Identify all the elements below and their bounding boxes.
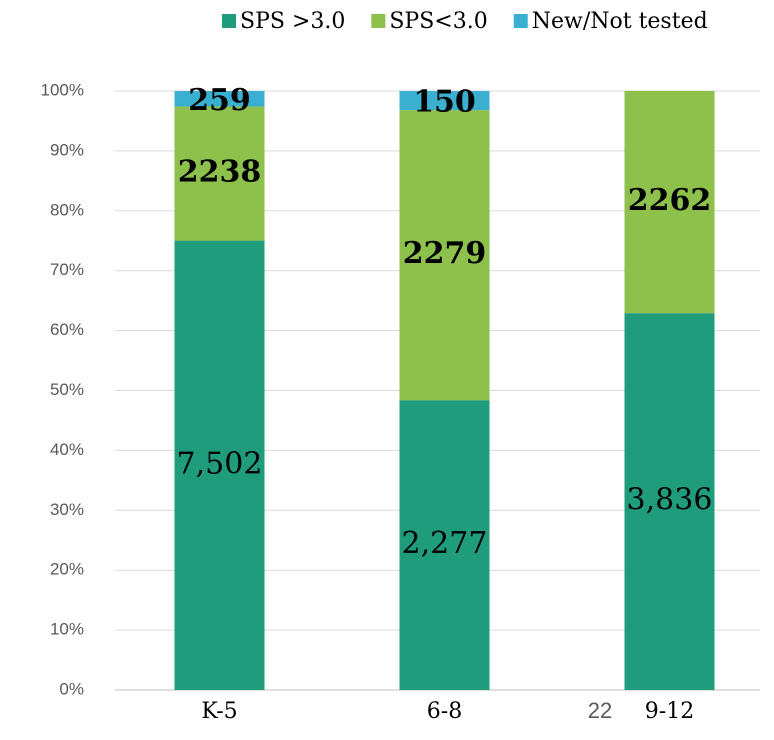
y-tick-label: 0% (59, 679, 84, 698)
data-label: 259 (188, 83, 251, 118)
data-label: 2262 (628, 183, 712, 218)
bar-segment (624, 91, 715, 314)
x-tick-label: K-5 (201, 699, 237, 724)
legend-swatch (513, 14, 528, 28)
legend-swatch (222, 14, 236, 28)
y-tick-label: 50% (50, 380, 84, 399)
bar-segment (174, 240, 265, 690)
legend-swatch (371, 14, 386, 28)
x-tick-label: 9-12 (645, 699, 694, 724)
y-tick-label: 10% (50, 620, 84, 639)
y-tick-label: 30% (50, 500, 84, 519)
bar-segment (174, 91, 265, 107)
y-tick-label: 70% (50, 260, 84, 279)
y-tick-label: 90% (50, 140, 84, 159)
data-label: 150 (413, 85, 476, 120)
y-tick-label: 100% (41, 80, 84, 99)
legend-label: New/Not tested (532, 9, 708, 34)
y-tick-label: 60% (50, 320, 84, 339)
data-label: 7,502 (177, 446, 263, 481)
bar-segment (399, 400, 490, 690)
data-label: 2,277 (402, 526, 488, 561)
y-tick-label: 20% (50, 560, 84, 579)
legend-label: SPS >3.0 (240, 9, 345, 34)
bar-segment (399, 91, 490, 111)
bar-segment (399, 110, 490, 401)
data-label: 3,836 (627, 483, 713, 518)
x-tick-label: 6-8 (427, 699, 462, 724)
legend-label: SPS<3.0 (389, 9, 487, 34)
y-tick-label: 40% (50, 440, 84, 459)
data-label: 2279 (403, 236, 487, 271)
bar-segment (174, 106, 265, 241)
bar-segment (624, 313, 715, 690)
y-tick-label: 80% (50, 200, 84, 219)
data-label: 2238 (178, 155, 262, 190)
page-number: 22 (588, 698, 612, 723)
